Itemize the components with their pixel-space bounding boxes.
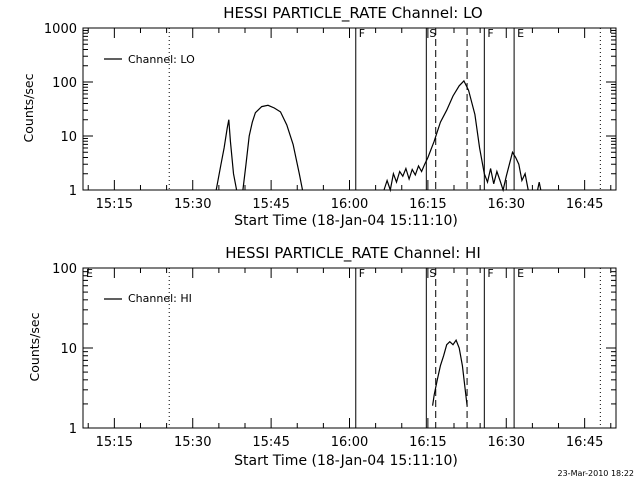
panel-hi-marker-label: S xyxy=(429,267,436,280)
panel-lo-legend-label: Channel: LO xyxy=(128,53,195,66)
panel-hi-title: HESSI PARTICLE_RATE Channel: HI xyxy=(225,244,481,263)
panel-lo-ylabel: Counts/sec xyxy=(21,73,36,142)
panel-lo-y-tick-label: 1000 xyxy=(44,22,77,37)
panel-lo-marker-label: S xyxy=(429,27,436,40)
panel-lo-marker-label: F xyxy=(359,27,365,40)
panel-hi-legend-label: Channel: HI xyxy=(128,292,192,305)
panel-hi-marker-label: E xyxy=(517,267,524,280)
panel-lo-x-tick-label: 16:30 xyxy=(488,197,525,212)
panel-hi-y-tick-label: 100 xyxy=(52,262,77,277)
panel-hi-x-tick-label: 16:45 xyxy=(566,435,603,450)
panel-lo-x-tick-label: 15:45 xyxy=(252,197,289,212)
panel-hi-x-tick-label: 15:45 xyxy=(252,435,289,450)
panel-lo-x-tick-label: 16:00 xyxy=(331,197,368,212)
panel-lo-series-line xyxy=(242,104,304,191)
panel-lo-x-tick-label: 15:15 xyxy=(96,197,133,212)
panel-hi-y-tick-label: 10 xyxy=(60,342,77,357)
panel-lo-title: HESSI PARTICLE_RATE Channel: LO xyxy=(223,4,482,23)
panel-hi-marker-label: F xyxy=(487,267,493,280)
footer-timestamp: 23-Mar-2010 18:22 xyxy=(558,469,635,478)
panel-hi-y-tick-label: 1 xyxy=(69,422,77,437)
panel-lo-y-tick-label: 10 xyxy=(60,130,77,145)
panel-lo-xlabel: Start Time (18-Jan-04 15:11:10) xyxy=(234,213,458,229)
panel-lo-y-tick-label: 1 xyxy=(69,184,77,199)
panel-lo-series-line xyxy=(215,119,238,191)
panel-hi-marker-label: F xyxy=(359,267,365,280)
panel-lo-series-line xyxy=(383,79,529,193)
panel-lo-marker-label: E xyxy=(517,27,524,40)
panel-lo-x-tick-label: 15:30 xyxy=(174,197,211,212)
panel-lo-series-line xyxy=(537,181,542,191)
panel-hi-xlabel: Start Time (18-Jan-04 15:11:10) xyxy=(234,453,458,469)
panel-hi-ylabel: Counts/sec xyxy=(27,312,42,381)
panel-hi-x-tick-label: 16:00 xyxy=(331,435,368,450)
panel-hi-x-tick-label: 16:30 xyxy=(488,435,525,450)
panel-hi-x-tick-label: 16:15 xyxy=(409,435,446,450)
panel-hi-x-tick-label: 15:15 xyxy=(96,435,133,450)
panel-lo-y-tick-label: 100 xyxy=(52,76,77,91)
panel-hi-series-line xyxy=(432,338,468,406)
panel-hi-marker-label: E xyxy=(86,267,93,280)
panel-lo-marker-label: F xyxy=(487,27,493,40)
panel-hi-x-tick-label: 15:30 xyxy=(174,435,211,450)
panel-lo-x-tick-label: 16:15 xyxy=(409,197,446,212)
panel-lo-x-tick-label: 16:45 xyxy=(566,197,603,212)
